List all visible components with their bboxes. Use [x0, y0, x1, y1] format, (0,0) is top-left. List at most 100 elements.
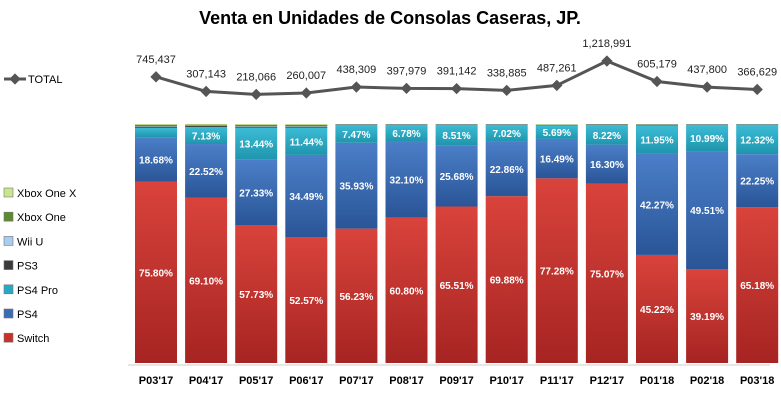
total-point-p10-17	[501, 84, 513, 97]
total-label-p01-18: 605,179	[637, 58, 677, 70]
bar-switch-p06-17	[285, 237, 328, 363]
bar-switch-p09-17	[435, 206, 478, 363]
total-point-p05-17	[250, 88, 262, 101]
data-label-ps4-pro-p11-17: 5.69%	[543, 128, 571, 139]
bar-ps4-p04-17	[185, 144, 228, 198]
data-label-switch-p05-17: 57.73%	[239, 290, 273, 301]
legend-label-total: TOTAL	[28, 74, 62, 86]
data-label-ps4-pro-p02-18: 10.99%	[690, 134, 724, 145]
x-tick-label: P01'18	[640, 375, 674, 387]
data-label-switch-p03-17: 75.80%	[139, 268, 173, 279]
legend-label-ps3: PS3	[17, 261, 38, 273]
bar-ps4-pro-p07-17	[335, 124, 378, 143]
data-label-ps4-pro-p07-17: 7.47%	[342, 130, 370, 141]
data-label-switch-p12-17: 75.07%	[590, 269, 624, 280]
bar-ps3-p05-17	[235, 126, 278, 128]
data-label-switch-p06-17: 52.57%	[289, 296, 323, 307]
legend-marker-total	[9, 73, 21, 85]
data-label-ps4-p03-17: 18.68%	[139, 156, 173, 167]
bar-ps4-pro-p01-18	[636, 125, 678, 154]
data-label-switch-p03-18: 65.18%	[740, 281, 774, 292]
legend-swatch-xbox-one-x	[3, 187, 14, 198]
data-label-ps4-p01-18: 42.27%	[640, 200, 674, 211]
legend-label-ps4: PS4	[17, 309, 38, 321]
total-label-p04-17: 307,143	[186, 68, 226, 80]
bar-switch-p08-17	[385, 217, 428, 363]
total-label-p09-17: 391,142	[437, 66, 477, 78]
bar-ps4-p02-18	[686, 151, 729, 270]
bar-xbox-one-p04-17	[185, 124, 228, 126]
data-label-ps4-p06-17: 34.49%	[289, 192, 323, 203]
bar-switch-p02-18	[686, 269, 729, 363]
bar-ps4-pro-p06-17	[285, 127, 328, 155]
data-label-ps4-p11-17: 16.49%	[540, 155, 574, 166]
x-tick-label: P04'17	[189, 375, 223, 387]
data-label-ps4-p07-17: 35.93%	[339, 182, 373, 193]
data-label-ps4-p10-17: 22.86%	[490, 165, 524, 176]
bars: 75.80% 18.68% 69.10% 22.52% 7.13% 57.73% 27.33…	[135, 124, 779, 363]
data-label-ps4-p09-17: 25.68%	[440, 172, 474, 183]
bar-ps4-p03-17	[135, 137, 177, 182]
bar-ps4-p05-17	[235, 159, 278, 226]
data-label-ps4-pro-p03-18: 12.32%	[740, 135, 774, 146]
data-label-switch-p08-17: 60.80%	[390, 286, 424, 297]
data-label-switch-p07-17: 56.23%	[339, 292, 373, 303]
data-label-ps4-p05-17: 27.33%	[239, 188, 273, 199]
total-label-p02-18: 437,800	[687, 64, 727, 76]
data-label-ps4-pro-p05-17: 13.44%	[239, 140, 273, 151]
bar-switch-p10-17	[485, 196, 528, 363]
bar-ps4-pro-p10-17	[485, 124, 528, 142]
legend-swatch-xbox-one	[3, 211, 14, 222]
x-tick-label: P02'18	[690, 375, 724, 387]
x-tick-label: P12'17	[590, 375, 624, 387]
bar-ps3-p06-17	[285, 126, 328, 128]
bar-ps4-p12-17	[585, 144, 628, 184]
total-label-p07-17: 438,309	[337, 64, 377, 76]
data-label-ps4-p04-17: 22.52%	[189, 167, 223, 178]
data-label-switch-p09-17: 65.51%	[440, 281, 474, 292]
x-tick-label: P03'18	[740, 375, 774, 387]
total-label-p03-18: 366,629	[737, 66, 777, 78]
total-label-p10-17: 338,885	[487, 67, 527, 79]
data-label-ps4-p03-18: 22.25%	[740, 177, 774, 188]
data-label-ps4-pro-p08-17: 6.78%	[392, 129, 420, 140]
bar-ps4-pro-p05-17	[235, 127, 278, 160]
bar-xbox-one-p03-17	[135, 124, 177, 127]
total-point-p06-17	[300, 87, 312, 99]
legend-swatch-ps4-pro	[3, 284, 14, 295]
bar-ps4-p09-17	[435, 145, 478, 207]
data-label-ps4-p12-17: 16.30%	[590, 160, 624, 171]
total-label-p08-17: 397,979	[387, 65, 427, 77]
legend-label-xbox-one: Xbox One	[17, 212, 66, 224]
bar-switch-p12-17	[585, 183, 628, 363]
bar-xbox-one-x-p06-17	[285, 124, 328, 125]
bar-switch-p03-18	[736, 207, 779, 363]
bar-ps4-p01-18	[636, 153, 678, 255]
total-point-p09-17	[450, 82, 463, 95]
legend-swatch-wii-u	[3, 236, 14, 246]
bar-ps4-pro-p09-17	[435, 124, 478, 146]
x-tick-label: P09'17	[439, 375, 473, 387]
total-point-p01-18	[651, 75, 663, 88]
bar-ps4-p03-18	[736, 154, 779, 208]
bar-ps3-p04-17	[185, 126, 228, 127]
legend-label-ps4-pro: PS4 Pro	[17, 285, 58, 297]
bar-switch-p11-17	[535, 178, 578, 363]
x-tick-label: P10'17	[489, 375, 523, 387]
total-label-p06-17: 260,007	[286, 70, 326, 82]
legend-label-switch: Switch	[17, 333, 49, 345]
total-label-p05-17: 218,066	[236, 71, 276, 83]
data-label-switch-p11-17: 77.28%	[540, 267, 574, 278]
x-tick-label: P05'17	[239, 375, 273, 387]
data-label-ps4-p08-17: 32.10%	[390, 175, 424, 186]
data-label-ps4-pro-p04-17: 7.13%	[192, 132, 220, 143]
data-label-ps4-p02-18: 49.51%	[690, 206, 724, 217]
bar-switch-p04-17	[185, 197, 228, 363]
bar-ps4-pro-p03-18	[736, 124, 779, 155]
data-label-ps4-pro-p09-17: 8.51%	[442, 131, 470, 142]
total-point-p04-17	[200, 85, 212, 98]
x-tick-label: P06'17	[289, 375, 323, 387]
data-label-ps4-pro-p12-17: 8.22%	[593, 131, 621, 142]
total-point-p02-18	[701, 81, 713, 93]
